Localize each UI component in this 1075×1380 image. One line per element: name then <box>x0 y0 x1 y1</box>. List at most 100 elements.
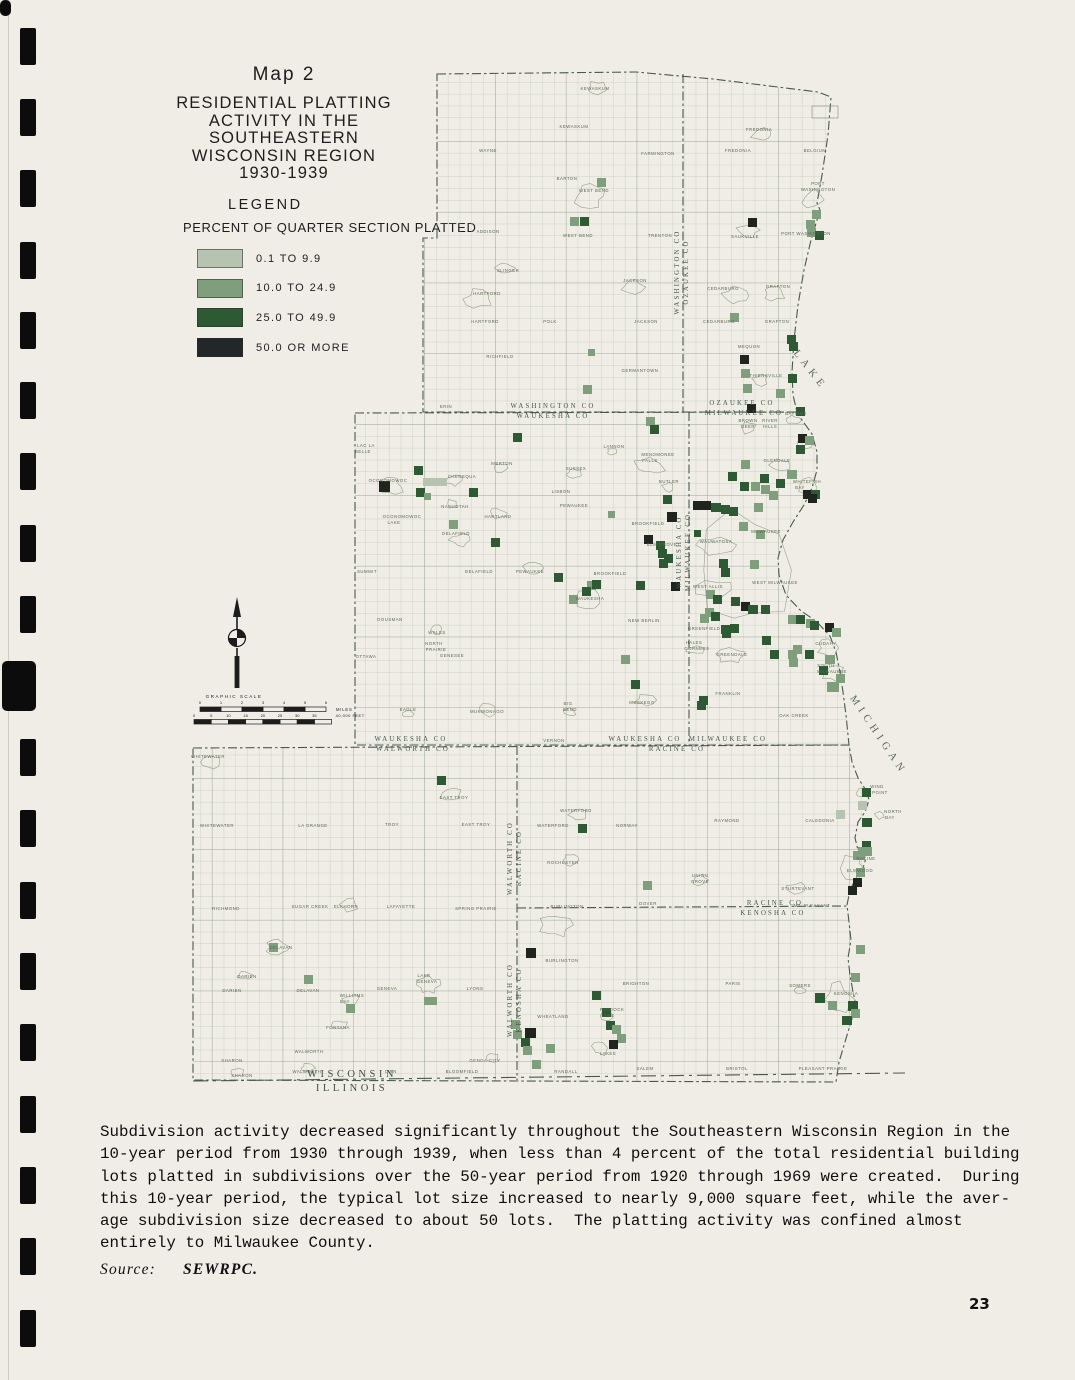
county-labels: WASHINGTON CO WAUKESHA CO OZAUKEE CO MILWAU… <box>374 230 803 1038</box>
legend-items: 0.1 TO 9.9 10.0 TO 24.9 25.0 TO 49.9 50.0 O… <box>100 244 520 362</box>
town-label: DARIEN <box>222 988 241 993</box>
town-label: TRENTON <box>648 233 672 238</box>
binding-hole <box>20 525 36 562</box>
town-label: SLINGER <box>497 268 519 273</box>
town-label: HILLS <box>763 424 777 429</box>
town-label: LAFAYETTE <box>387 904 416 909</box>
town-label: OCONOMOWOC <box>383 514 422 519</box>
graphic-scale: GRAPHIC SCALE 0 1 2 3 4 5 6 MILES 0 5 10 15 20 25 30 35 4… <box>193 694 364 725</box>
town-label: MUKWONAGO <box>470 709 504 714</box>
platting-square <box>789 658 798 667</box>
platting-square <box>650 425 659 434</box>
city-outline <box>338 897 359 913</box>
platting-square <box>513 433 522 442</box>
platting-square <box>469 488 478 497</box>
town-label: STURTEVANT <box>781 886 814 891</box>
platting-square <box>787 335 796 344</box>
town-label: PORT WASHINGTON <box>781 231 831 236</box>
platting-square <box>788 615 797 624</box>
town-label: DELAVAN <box>297 988 320 993</box>
town-label: EAGLE <box>400 707 417 712</box>
north-arrow <box>227 597 247 688</box>
city-outline <box>588 81 607 96</box>
platting-square <box>664 554 673 563</box>
city-outline <box>236 970 254 980</box>
city-outline <box>562 854 580 867</box>
town-label: VERNON <box>543 738 564 743</box>
platting-square <box>856 945 865 954</box>
platting-square <box>858 801 867 810</box>
town-label: WHITEWATER <box>191 754 225 759</box>
platting-square <box>808 494 817 503</box>
binding-hole <box>20 312 36 349</box>
town-label: WHITEWATER <box>200 823 234 828</box>
city-outline <box>331 1020 348 1030</box>
county-label: WAUKESHA CO <box>608 736 681 743</box>
caption-line: 10-year period from 1930 through 1939, w… <box>100 1145 1020 1164</box>
town-label: GRAFTON <box>765 319 789 324</box>
legend-item: 0.1 TO 9.9 <box>100 244 520 274</box>
town-label: ADDISON <box>476 229 499 234</box>
town-label: GREENDALE <box>716 652 747 657</box>
platting-square <box>702 501 711 510</box>
city-outline <box>439 787 462 801</box>
scale-tick-label: 30 <box>295 713 300 718</box>
legend-item-label: 25.0 TO 49.9 <box>256 311 337 324</box>
city-outline <box>565 468 582 479</box>
scale-tick-label: 15 <box>243 713 248 718</box>
platting-square <box>643 881 652 890</box>
town-label: NASHOTAH <box>441 504 469 509</box>
map-title-block: Map 2 RESIDENTIAL PLATTING ACTIVITY IN TH… <box>130 64 438 183</box>
city-outline <box>633 456 667 474</box>
town-label: ROCHESTER <box>547 860 578 865</box>
binding-hole <box>20 453 36 490</box>
town-label: WAUKESHA <box>576 596 604 601</box>
platting-square <box>711 612 720 621</box>
town-label: GENOA CITY <box>469 1058 500 1063</box>
city-outline <box>607 447 618 456</box>
binding-hole <box>20 810 36 847</box>
binding-hole <box>20 28 36 65</box>
town-label: BELGIUM <box>804 148 827 153</box>
city-outline <box>720 285 750 305</box>
city-outline <box>230 1068 245 1077</box>
platting-square <box>621 655 630 664</box>
platting-square <box>722 629 731 638</box>
platting-square <box>617 1034 626 1043</box>
scale-tick-label: 20 <box>261 713 266 718</box>
city-outline <box>416 974 442 994</box>
map-title-line: ACTIVITY IN THE <box>208 111 360 130</box>
town-label: GENEVA <box>417 979 438 984</box>
town-label: WATERFORD <box>560 808 592 813</box>
platting-square <box>346 1004 355 1013</box>
platting-square <box>803 490 812 499</box>
town-label: UNION <box>692 873 708 878</box>
caption-line: age subdivision size decreased to about … <box>100 1212 963 1231</box>
town-label: RICHFIELD <box>486 354 513 359</box>
legend-item: 25.0 TO 49.9 <box>100 303 520 333</box>
platting-square <box>606 1021 615 1030</box>
town-label: BUTLER <box>659 479 679 484</box>
town-label: EAST TROY <box>462 822 491 827</box>
binding-hole <box>20 242 36 279</box>
platting-square <box>812 210 821 219</box>
town-label: DELAFIELD <box>442 531 470 536</box>
town-label: SHARON <box>221 1058 242 1063</box>
town-label: JACKSON <box>634 319 658 324</box>
town-label: BARTON <box>557 176 578 181</box>
state-labels: WISCONSIN ILLINOIS <box>307 1069 393 1094</box>
town-label: BELLE <box>355 449 371 454</box>
county-label: RACINE CO <box>649 746 705 753</box>
platting-square <box>836 810 845 819</box>
town-label: DELAFIELD <box>465 569 493 574</box>
legend-item: 10.0 TO 24.9 <box>100 274 520 304</box>
platting-square <box>569 595 578 604</box>
town-labels: KEWASKUM KEWASKUM WAYNE FARMINGTON FREDONIA F… <box>191 86 901 1078</box>
city-outline <box>591 1041 608 1057</box>
platting-square <box>856 868 865 877</box>
town-label: RANDALL <box>554 1069 577 1074</box>
town-label: HARTFORD <box>471 319 499 324</box>
platting-square <box>526 948 536 958</box>
platting-square <box>416 488 425 497</box>
